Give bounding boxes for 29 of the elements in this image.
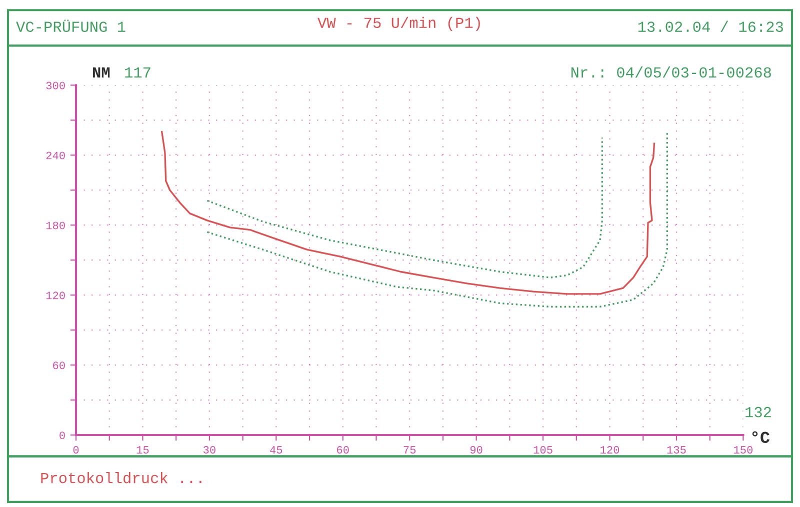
y-tick-label: 240 bbox=[46, 152, 65, 160]
x-tick-label: 15 bbox=[136, 446, 149, 454]
y-tick-label: 120 bbox=[46, 292, 65, 300]
x-tick-label: 90 bbox=[470, 446, 482, 454]
x-tick-label: 135 bbox=[667, 446, 686, 454]
y-tick-label: 300 bbox=[46, 82, 65, 90]
chart-subtitle: VC-PRÜFUNG 1 bbox=[16, 20, 126, 32]
y-tick-label: 60 bbox=[53, 362, 65, 370]
x-tick-label: 150 bbox=[734, 446, 753, 454]
line-series bbox=[206, 132, 668, 308]
x-tick-label: 75 bbox=[404, 446, 416, 454]
y-tick-label: 0 bbox=[60, 432, 65, 440]
x-axis-title: °C bbox=[752, 431, 770, 444]
x-tick-label: 120 bbox=[600, 446, 620, 454]
text: Nr.: 04/05/03-01-00268 bbox=[571, 66, 771, 78]
x-tick-label: 0 bbox=[73, 446, 79, 454]
chart-title: VW - 75 U/min (P1) bbox=[318, 16, 480, 32]
text: Protokolldruck ... bbox=[41, 472, 202, 484]
x-tick-label: 30 bbox=[203, 446, 216, 454]
y-tick-label: 180 bbox=[46, 222, 65, 230]
x-tick-label: 105 bbox=[534, 446, 552, 454]
y-axis-title: NM bbox=[93, 67, 110, 78]
x-tick-label: 45 bbox=[270, 446, 282, 454]
text: 13.02.04 / 16:23 bbox=[638, 20, 784, 32]
text: 132 bbox=[746, 406, 771, 418]
line-series bbox=[206, 136, 604, 278]
line-series bbox=[161, 130, 656, 295]
x-tick-label: 60 bbox=[337, 446, 349, 454]
text: 117 bbox=[125, 67, 150, 78]
